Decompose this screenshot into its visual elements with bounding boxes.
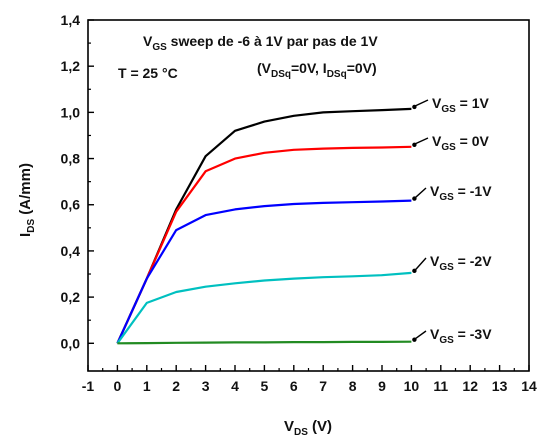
series-label-arrowhead — [412, 142, 417, 147]
series-label-arrow — [414, 257, 427, 271]
x-axis-title: VDS (V) — [284, 418, 332, 437]
series-line-1 — [116, 145, 412, 344]
x-tick-label: 5 — [261, 378, 269, 394]
series-label-arrow — [414, 187, 427, 199]
series-layer — [116, 107, 412, 345]
series-line-2 — [116, 199, 412, 344]
series-label-3: VGS = -2V — [430, 253, 492, 273]
y-tick-label: 1,0 — [61, 104, 81, 120]
y-axis-ticks: 0,0 0,2 0,4 0,6 0,8 1,0 1,2 1,4 — [61, 12, 94, 351]
y-tick-label: 0,6 — [61, 197, 81, 213]
quiescent-annotation: (VDSq=0V, IDSq=0V) — [257, 60, 377, 80]
series-label-arrow — [415, 137, 429, 145]
series-label-arrowhead — [412, 337, 417, 342]
series-label-1: VGS = 0V — [432, 133, 490, 153]
y-tick-label: 0,8 — [61, 151, 81, 167]
y-tick-label: 0,4 — [61, 243, 81, 259]
x-tick-label: 0 — [114, 378, 122, 394]
series-line-0 — [116, 107, 412, 344]
y-tick-label: 0,2 — [61, 289, 81, 305]
y-tick-label: 1,4 — [61, 12, 81, 28]
x-tick-label: 1 — [143, 378, 151, 394]
series-label-0: VGS = 1V — [432, 95, 490, 115]
x-tick-label: 9 — [378, 378, 386, 394]
series-labels: VGS = 1V VGS = 0V VGS = -1V VGS = -2V VGS = … — [412, 95, 492, 346]
series-line-3 — [116, 271, 412, 344]
x-tick-label: 11 — [433, 378, 448, 394]
x-tick-label: 13 — [492, 378, 508, 394]
series-label-arrowhead — [412, 104, 417, 110]
x-tick-label: -1 — [82, 378, 95, 394]
x-tick-label: 8 — [349, 378, 357, 394]
y-tick-label: 1,2 — [61, 58, 81, 74]
series-label-4: VGS = -3V — [430, 326, 492, 346]
x-tick-label: 14 — [521, 378, 537, 394]
temperature-annotation: T = 25 °C — [118, 65, 178, 81]
y-axis-title: IDS (A/mm) — [17, 163, 37, 237]
x-tick-label: 7 — [319, 378, 327, 394]
x-tick-label: 4 — [231, 378, 239, 394]
series-line-4 — [117, 340, 412, 345]
series-label-arrow — [414, 330, 427, 340]
series-label-arrow — [415, 99, 429, 107]
x-tick-label: 10 — [404, 378, 420, 394]
x-axis-ticks: -1 0 1 2 3 4 5 6 7 8 9 10 11 12 13 14 — [82, 365, 537, 394]
y-tick-label: 0,0 — [61, 335, 81, 351]
x-tick-label: 12 — [462, 378, 478, 394]
series-label-arrowhead — [412, 268, 417, 274]
x-tick-label: 2 — [172, 378, 180, 394]
series-label-arrowhead — [412, 196, 417, 201]
x-tick-label: 3 — [202, 378, 210, 394]
series-label-2: VGS = -1V — [430, 183, 492, 203]
x-tick-label: 6 — [290, 378, 298, 394]
sweep-annotation: VGS sweep de -6 à 1V par pas de 1V — [143, 33, 378, 53]
